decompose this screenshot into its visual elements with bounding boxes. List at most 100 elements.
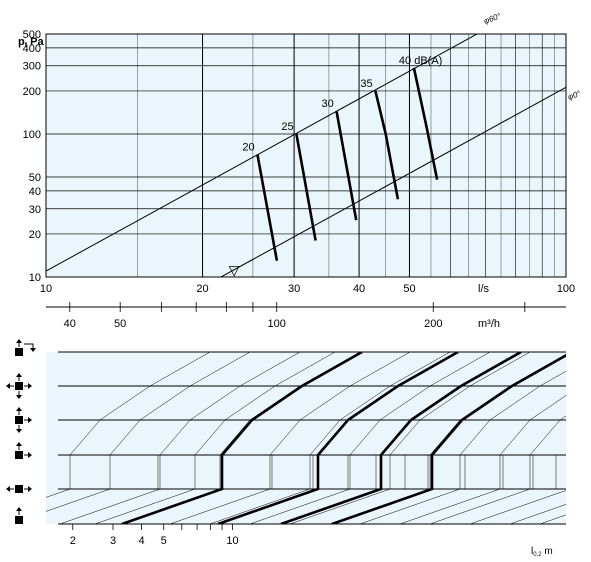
outlet-icon-3 <box>15 407 32 433</box>
y-tick-label: 400 <box>23 43 41 55</box>
arrow-right-head <box>28 452 32 458</box>
throw-guide-curve <box>289 352 531 524</box>
curve-40-db-a- <box>412 67 439 180</box>
pressure-diagonal-lines <box>46 34 566 277</box>
throw-guide-curve <box>59 352 301 524</box>
y-tick-label: 50 <box>29 172 41 184</box>
pressure-labels: ▽ <box>229 262 240 278</box>
flow-marker-triangle: ▽ <box>229 262 240 278</box>
outlet-icon-4 <box>15 442 32 459</box>
outlet-square <box>15 416 23 424</box>
throw-thin-curves <box>46 352 591 524</box>
outlet-icon-1 <box>15 339 36 356</box>
pressure-grid <box>45 33 567 278</box>
throw-guide-curve <box>46 352 251 512</box>
outlet-icon-5 <box>6 485 32 493</box>
arrow-down-head <box>16 395 22 399</box>
pressure-plot-background <box>45 33 567 278</box>
throw-tick-label: 4 <box>139 535 145 547</box>
flow-m3h-ticks: 40 50 100 200 <box>64 302 526 330</box>
throw-guide-curve <box>580 352 591 524</box>
y-tick-label: 40 <box>29 186 41 198</box>
y-tick-label: 300 <box>23 61 41 73</box>
throw-thick-curves <box>121 352 566 524</box>
y-tick-label: 10 <box>29 272 41 284</box>
curve-label: 40 dB(A) <box>399 55 442 67</box>
outlet-square <box>15 348 23 356</box>
arrow-up-head <box>16 339 22 343</box>
throw-guide-curve <box>359 370 566 524</box>
throw-tick-label: 3 <box>110 535 116 547</box>
throw-axis-label: l0,2 m <box>531 546 553 558</box>
throw-tick-label: 5 <box>161 535 167 547</box>
x-tick-label: 20 <box>196 283 208 295</box>
flow-x-ticks: 10 20 30 40 50 100 <box>40 283 575 295</box>
outlet-icon-6 <box>15 507 23 524</box>
arrow-left-head <box>6 383 10 389</box>
diagonal-label-lower: φ0° <box>567 89 583 102</box>
x-tick-label: 10 <box>40 283 52 295</box>
y-tick-label: 100 <box>23 129 41 141</box>
arrow-right-head <box>28 383 32 389</box>
throw-guide-curve <box>209 352 451 524</box>
y-axis-label: pt Pa <box>18 36 44 49</box>
throw-plot-background <box>46 352 566 524</box>
pressure-y-ticks: 10 20 30 40 50 100 200 300 400 500 <box>23 29 41 284</box>
pressure-flow-chart: 20 25 30 35 40 dB(A) 10 20 30 40 50 100 200 300 400 5… <box>18 11 583 330</box>
outlet-square <box>15 382 23 390</box>
curve-30 <box>335 110 358 221</box>
arrow-up-head <box>16 373 22 377</box>
outlet-square <box>15 451 23 459</box>
throw-guide-curve <box>46 352 211 498</box>
arrow-right-head <box>28 486 32 492</box>
throw-curve <box>280 352 522 524</box>
pressure-curves: 20 25 30 35 40 dB(A) <box>242 55 442 261</box>
m3h-tick-label: 100 <box>268 318 286 330</box>
diagonal-line-lower <box>219 86 566 277</box>
m3h-tick-label: 200 <box>424 318 442 330</box>
diagonal-line-upper <box>46 34 479 272</box>
arrow-up-head <box>16 442 22 446</box>
curve-35 <box>374 90 400 200</box>
outlet-icon-2 <box>6 373 32 399</box>
curve-20 <box>256 154 279 261</box>
y-tick-label: 20 <box>29 229 41 241</box>
outlet-square <box>15 485 23 493</box>
throw-x-ticks: 2 3 4 5 10 <box>70 524 239 547</box>
outlet-square <box>15 516 23 524</box>
x-unit-label: l/s <box>478 283 490 295</box>
throw-guide-curve <box>399 395 566 524</box>
arrow-right-head <box>28 417 32 423</box>
throw-tick-label: 10 <box>226 535 238 547</box>
curve-25 <box>295 133 317 241</box>
throw-guide-curve <box>249 352 491 524</box>
arrow-up-head <box>16 507 22 511</box>
curve-label: 20 <box>242 141 254 153</box>
x-tick-label: 50 <box>403 283 415 295</box>
throw-guide-curve <box>94 352 336 524</box>
throw-guide-curve <box>169 352 411 524</box>
x-tick-label: 40 <box>353 283 365 295</box>
m3h-tick-label: 50 <box>114 318 126 330</box>
y-tick-label: 200 <box>23 86 41 98</box>
diagonal-label-upper: φ60° <box>483 11 503 26</box>
throw-curve <box>217 352 459 524</box>
throw-curve <box>121 352 363 524</box>
arrow-down-head <box>16 429 22 433</box>
arrow-left-head <box>6 486 10 492</box>
throw-guide-curve <box>469 490 566 524</box>
outlet-icons <box>6 339 36 524</box>
x2-unit-label: m³/h <box>478 318 500 330</box>
curve-label: 30 <box>322 98 334 110</box>
arrow-bent-head <box>30 348 36 352</box>
throw-grid <box>58 351 566 525</box>
throw-guide-curve <box>429 415 566 524</box>
throw-distance-chart: 2 3 4 5 10 l0,2 m <box>6 339 591 558</box>
y-tick-label: 500 <box>23 29 41 41</box>
m3h-tick-label: 40 <box>64 318 76 330</box>
x-tick-label: 100 <box>557 283 575 295</box>
x-tick-label: 30 <box>288 283 300 295</box>
arrow-up-head <box>16 407 22 411</box>
curve-label: 35 <box>360 78 372 90</box>
